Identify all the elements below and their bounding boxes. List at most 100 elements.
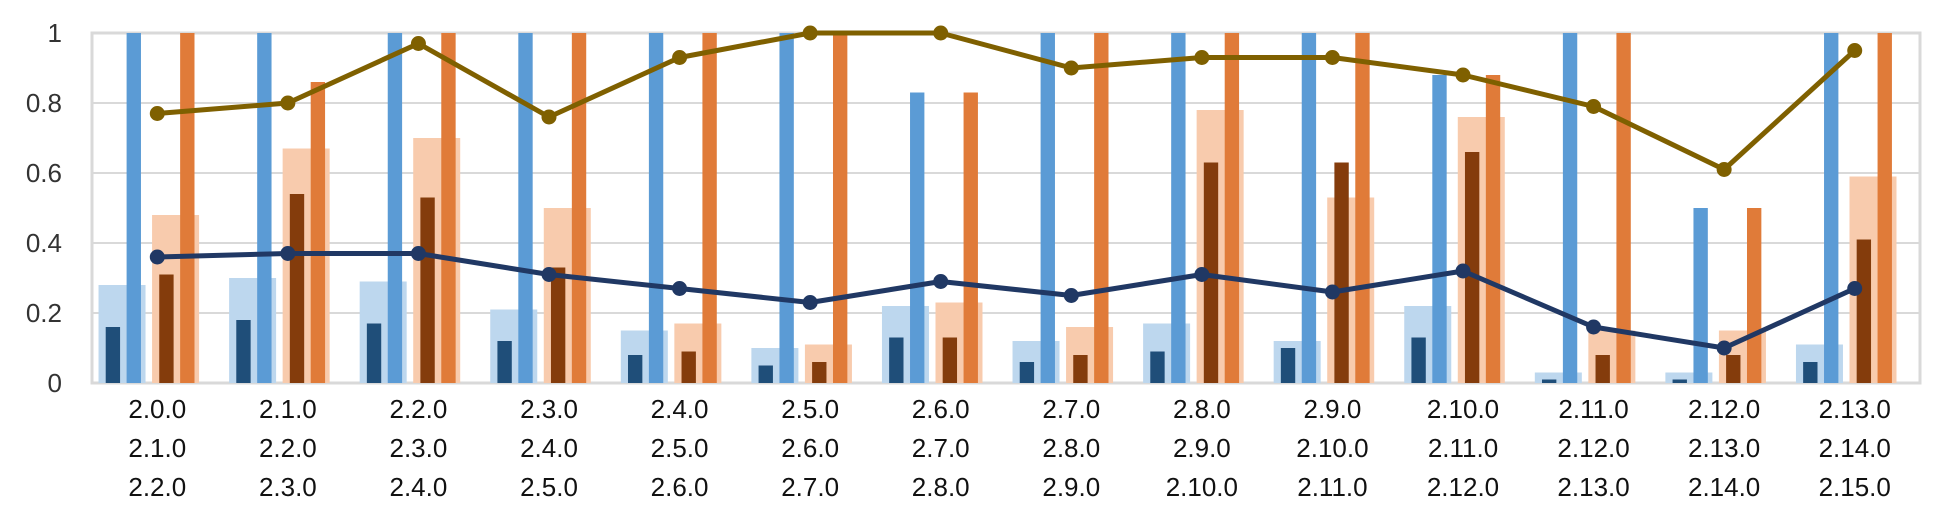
- bar-blue-full: [910, 92, 925, 383]
- x-tick-line: 2.1.0: [259, 394, 317, 424]
- bar-blue-dark: [1672, 379, 1687, 383]
- x-tick-label: 2.4.0 2.5.0 2.6.0: [651, 394, 709, 502]
- x-tick-line: 2.11.0: [1297, 472, 1367, 502]
- bar-orange-full: [310, 82, 326, 383]
- x-tick-line: 2.3.0: [390, 433, 448, 463]
- series-point-1: [802, 295, 818, 310]
- x-tick-line: 2.15.0: [1819, 472, 1891, 502]
- bar-orange-full: [1877, 33, 1892, 383]
- x-tick-line: 2.6.0: [781, 433, 839, 463]
- bar-blue-dark: [889, 337, 904, 383]
- x-tick-line: 2.10.0: [1166, 472, 1238, 502]
- y-tick-label: 0.2: [26, 298, 62, 328]
- x-tick-line: 2.3.0: [520, 394, 578, 424]
- series-point-0: [1586, 99, 1602, 114]
- x-tick-line: 2.8.0: [1173, 394, 1231, 424]
- bar-orange-dark: [159, 274, 174, 383]
- bar-blue-full: [648, 33, 664, 383]
- bar-orange-full: [571, 33, 587, 383]
- x-tick-label: 2.7.0 2.8.0 2.9.0: [1042, 394, 1100, 502]
- bar-orange-full: [702, 33, 717, 383]
- bar-orange-dark: [1203, 162, 1219, 383]
- x-tick-label: 2.12.0 2.13.0 2.14.0: [1688, 394, 1760, 502]
- bar-orange-dark: [942, 337, 958, 383]
- series-point-0: [149, 106, 165, 121]
- series-line-1: [157, 251, 1856, 351]
- bar-blue-dark: [105, 327, 121, 383]
- bar-blue-full: [1693, 208, 1708, 383]
- x-tick-line: 2.5.0: [520, 472, 578, 502]
- x-tick-label: 2.11.0 2.12.0 2.13.0: [1557, 394, 1629, 502]
- series-point-0: [1716, 162, 1732, 177]
- x-tick-line: 2.13.0: [1557, 472, 1629, 502]
- bar-blue-light: [1665, 372, 1713, 383]
- x-tick-line: 2.5.0: [651, 433, 709, 463]
- bar-orange-dark: [1334, 162, 1349, 383]
- y-axis: 0 0.2 0.4 0.6 0.8 1: [26, 18, 62, 398]
- bar-orange-dark: [1856, 239, 1872, 383]
- series-point-0: [802, 25, 818, 41]
- bar-orange-dark: [1464, 152, 1480, 383]
- x-tick-line: 2.10.0: [1427, 394, 1499, 424]
- bar-blue-full: [126, 33, 141, 383]
- bar-orange-dark: [1073, 355, 1088, 383]
- bars: [98, 33, 1897, 383]
- x-tick-label: 2.13.0 2.14.0 2.15.0: [1819, 394, 1891, 502]
- plot-border: [90, 31, 1922, 385]
- bar-blue-dark: [1019, 362, 1035, 383]
- bar-orange-dark: [420, 197, 435, 383]
- x-tick-label: 2.8.0 2.9.0 2.10.0: [1166, 394, 1238, 502]
- x-tick-line: 2.4.0: [651, 394, 709, 424]
- series-point-1: [672, 281, 688, 296]
- bar-blue-full: [1171, 33, 1186, 383]
- x-tick-line: 2.12.0: [1427, 472, 1499, 502]
- x-tick-label: 2.1.0 2.2.0 2.3.0: [259, 394, 317, 502]
- bar-orange-full: [1355, 33, 1370, 383]
- x-tick-line: 2.14.0: [1819, 433, 1891, 463]
- x-tick-line: 2.14.0: [1688, 472, 1760, 502]
- bar-blue-full: [1432, 75, 1447, 383]
- bar-orange-dark: [1595, 355, 1610, 383]
- bar-blue-dark: [236, 320, 251, 383]
- bar-blue-dark: [1411, 337, 1426, 383]
- x-tick-label: 2.6.0 2.7.0 2.8.0: [912, 394, 970, 502]
- bar-orange-dark: [1726, 355, 1741, 383]
- x-tick-line: 2.4.0: [520, 433, 578, 463]
- series-point-1: [1455, 263, 1471, 279]
- bar-blue-dark: [627, 355, 643, 383]
- bar-blue-full: [257, 33, 272, 383]
- series-point-1: [1586, 319, 1602, 335]
- bar-orange-dark: [812, 362, 827, 383]
- bar-orange-full: [832, 33, 848, 383]
- bar-orange-full: [180, 33, 195, 383]
- series-point-0: [410, 36, 426, 51]
- bar-blue-dark: [1803, 362, 1818, 383]
- x-tick-line: 2.5.0: [781, 394, 839, 424]
- bar-orange-full: [1746, 208, 1762, 383]
- bar-orange-full: [441, 33, 456, 383]
- bar-orange-dark: [550, 267, 566, 383]
- x-tick-line: 2.1.0: [128, 433, 186, 463]
- series-point-1: [280, 246, 296, 261]
- x-tick-label: 2.9.0 2.10.0 2.11.0: [1296, 394, 1368, 502]
- series-point-0: [1324, 50, 1340, 65]
- bar-orange-full: [963, 92, 978, 383]
- bar-blue-dark: [1280, 348, 1296, 383]
- x-tick-line: 2.12.0: [1557, 433, 1629, 463]
- x-tick-line: 2.7.0: [1042, 394, 1100, 424]
- x-tick-line: 2.7.0: [912, 433, 970, 463]
- bar-orange-full: [1094, 33, 1109, 383]
- y-tick-label: 1: [48, 18, 62, 48]
- series-point-1: [1324, 284, 1340, 300]
- x-tick-label: 2.2.0 2.3.0 2.4.0: [390, 394, 448, 502]
- bar-blue-full: [779, 33, 794, 383]
- series-point-1: [933, 274, 949, 289]
- series-point-1: [1063, 288, 1079, 303]
- bar-blue-full: [387, 33, 403, 383]
- lines: [149, 25, 1863, 356]
- series-point-0: [933, 25, 949, 41]
- y-tick-label: 0.6: [26, 158, 62, 188]
- y-tick-label: 0: [48, 368, 62, 398]
